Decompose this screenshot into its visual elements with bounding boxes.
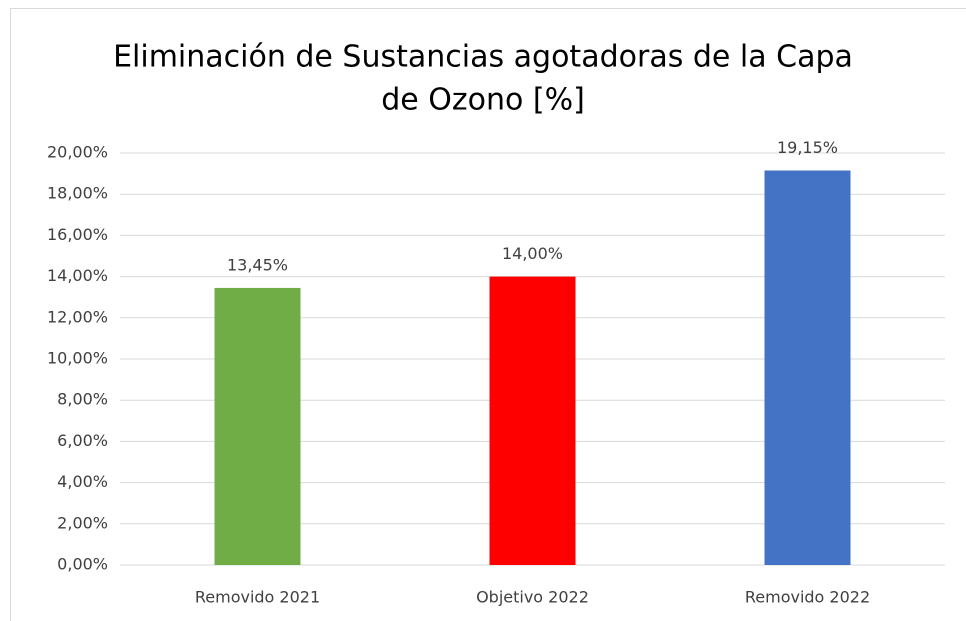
y-tick-label: 12,00%: [47, 307, 108, 326]
y-tick-label: 2,00%: [57, 513, 108, 532]
x-tick-label: Objetivo 2022: [476, 588, 589, 607]
chart-title: de Ozono [%]: [381, 83, 585, 118]
bar: [214, 287, 301, 565]
x-tick-label: Removido 2022: [745, 588, 870, 607]
y-tick-label: 0,00%: [57, 555, 108, 574]
y-tick-label: 18,00%: [47, 184, 108, 203]
data-label: 14,00%: [502, 244, 563, 263]
data-label: 19,15%: [777, 138, 838, 157]
y-tick-label: 16,00%: [47, 225, 108, 244]
y-tick-label: 10,00%: [47, 349, 108, 368]
bar: [489, 276, 576, 565]
y-tick-label: 14,00%: [47, 266, 108, 285]
x-tick-label: Removido 2021: [195, 588, 320, 607]
bar: [764, 170, 851, 565]
chart-title: Eliminación de Sustancias agotadoras de …: [113, 40, 853, 75]
y-tick-label: 20,00%: [47, 143, 108, 162]
y-tick-label: 4,00%: [57, 472, 108, 491]
data-label: 13,45%: [227, 255, 288, 274]
y-tick-label: 8,00%: [57, 390, 108, 409]
y-tick-label: 6,00%: [57, 431, 108, 450]
